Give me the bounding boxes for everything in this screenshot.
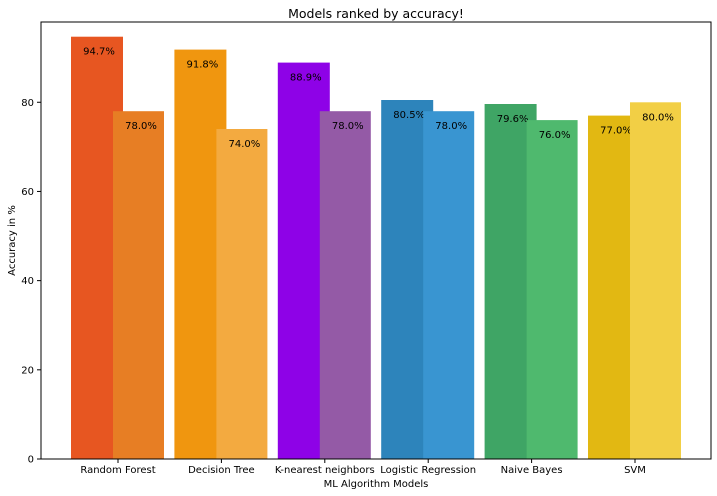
- x-tick-label: SVM: [624, 465, 646, 476]
- plot-frame: [40, 21, 712, 460]
- x-tick-label: K-nearest neighbors: [275, 465, 375, 476]
- data-label: 74.0%: [229, 139, 261, 150]
- bar-random-forest-s2: [113, 111, 164, 459]
- x-tick-label: Decision Tree: [188, 465, 255, 476]
- x-tick-label: Random Forest: [80, 465, 155, 476]
- data-label: 76.0%: [539, 130, 571, 141]
- chart-title: Models ranked by accuracy!: [288, 6, 464, 21]
- data-label: 77.0%: [600, 126, 632, 137]
- data-label: 78.0%: [125, 121, 157, 132]
- data-label: 80.5%: [393, 110, 425, 121]
- bar-decision-tree-s2: [216, 129, 268, 459]
- data-label: 94.7%: [83, 47, 115, 58]
- bar-logistic-regression-s2: [423, 111, 475, 459]
- y-tick-label: 60: [21, 187, 34, 198]
- data-label: 78.0%: [332, 121, 364, 132]
- x-tick-label: Logistic Regression: [380, 465, 476, 476]
- y-tick-label: 20: [21, 365, 34, 376]
- bar-naive-bayes-s2: [526, 120, 578, 459]
- data-label: 80.0%: [642, 112, 674, 123]
- y-tick-label: 0: [28, 455, 34, 466]
- data-label: 78.0%: [435, 121, 467, 132]
- data-label: 79.6%: [497, 114, 529, 125]
- data-label: 88.9%: [290, 73, 322, 84]
- y-tick-label: 80: [21, 98, 34, 109]
- bar-svm-s2: [630, 102, 681, 460]
- y-tick-label: 40: [21, 276, 34, 287]
- bar-k-nearest-neighbors-s2: [319, 111, 371, 459]
- ticks-group: Random Forest Decision Tree K-nearest neig…: [21, 98, 646, 476]
- data-label: 91.8%: [187, 60, 219, 71]
- bars-group: 94.7% 78.0% 91.8% 74.0% 88.9% 78.0% 80.5% 78.0%…: [71, 36, 681, 460]
- x-axis-label: ML Algorithm Models: [324, 479, 429, 490]
- x-tick-label: Naive Bayes: [501, 465, 563, 476]
- y-axis-label: Accuracy in %: [7, 205, 18, 276]
